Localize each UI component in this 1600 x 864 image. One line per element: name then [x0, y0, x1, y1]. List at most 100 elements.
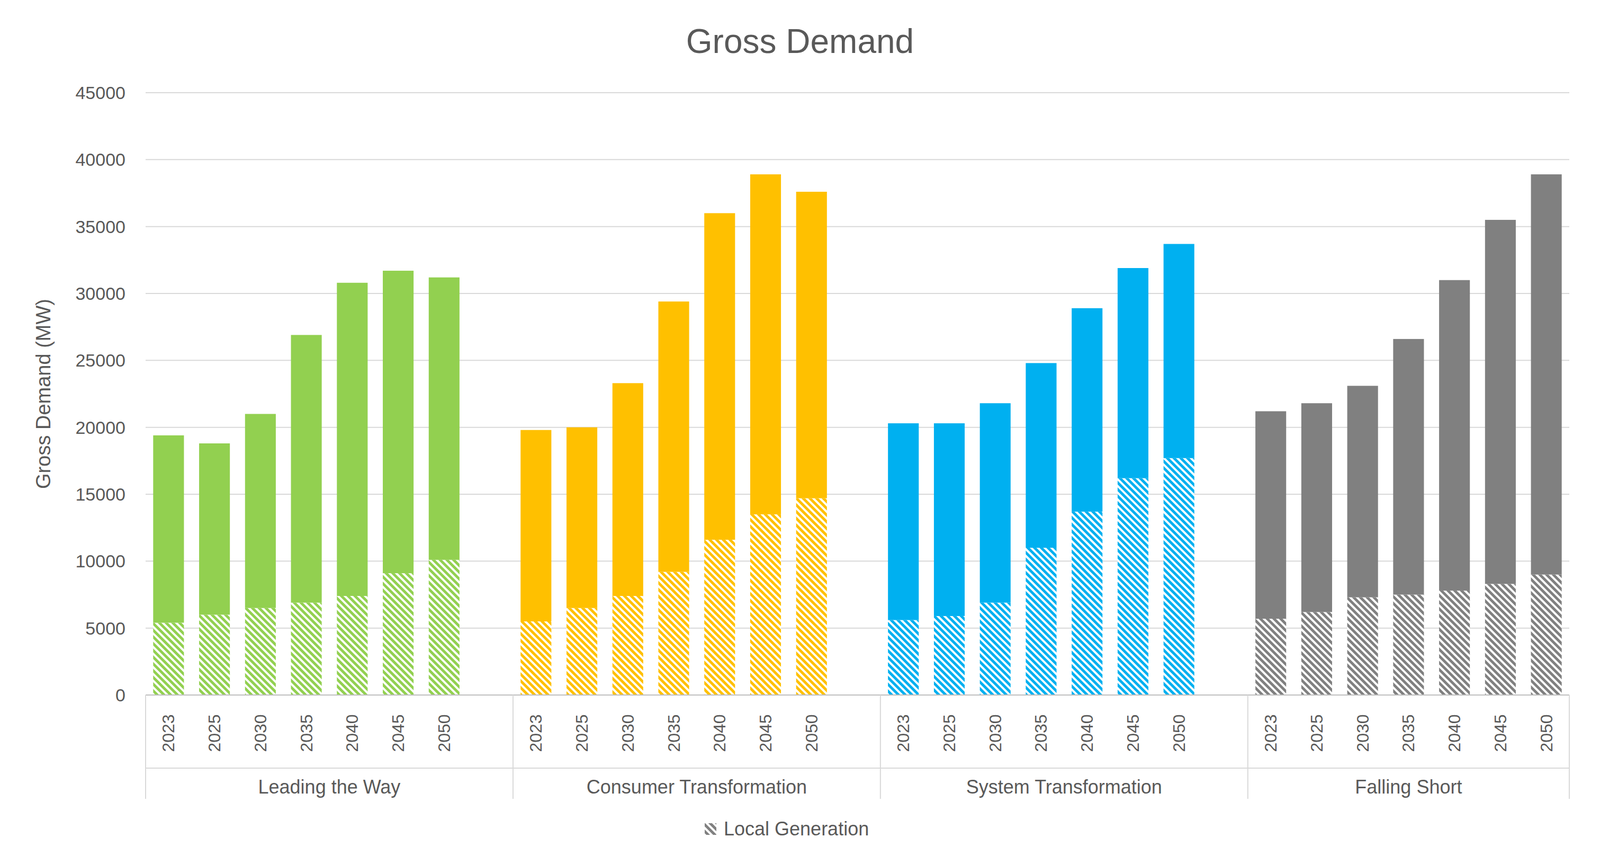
group-label: Leading the Way — [258, 775, 401, 798]
bars — [153, 174, 1562, 695]
group-divider — [145, 694, 147, 799]
group-divider — [879, 694, 882, 799]
x-tick-label: 2050 — [1169, 713, 1189, 752]
grid-line — [145, 226, 1570, 228]
bar — [1071, 308, 1103, 512]
y-tick-label: 30000 — [75, 283, 126, 304]
y-tick-label: 40000 — [75, 149, 126, 170]
y-axis-label: Gross Demand (MW) — [32, 298, 55, 489]
y-tick-label: 5000 — [85, 617, 126, 638]
grid-line — [145, 158, 1570, 160]
bar — [1163, 457, 1195, 695]
group-divider — [512, 694, 514, 799]
group-divider — [1568, 694, 1570, 799]
bar — [520, 429, 552, 622]
x-axis-line — [145, 694, 1570, 696]
x-tick-label: 2035 — [297, 713, 317, 752]
bar — [199, 614, 230, 695]
bar — [612, 382, 644, 596]
bar — [1301, 611, 1333, 695]
title: Gross Demand — [686, 22, 914, 61]
bar — [796, 498, 828, 695]
chart: Gross Demand0500010000150002000025000300… — [0, 0, 1600, 864]
y-tick-label: 45000 — [75, 82, 126, 103]
legend-label: Local Generation — [723, 817, 869, 840]
bar — [1531, 174, 1562, 574]
x-tick-label: 2023 — [893, 713, 913, 752]
bar — [245, 607, 276, 695]
x-tick-label: 2045 — [388, 713, 408, 752]
bar — [980, 602, 1011, 695]
bar — [658, 571, 689, 695]
x-tick-label: 2040 — [709, 713, 730, 752]
bar — [612, 595, 644, 695]
bar — [1163, 244, 1195, 458]
bar — [1439, 280, 1470, 591]
legend-swatch — [704, 822, 717, 835]
x-tick-label: 2030 — [618, 713, 638, 752]
bar — [658, 301, 689, 572]
x-tick-label: 2040 — [1444, 713, 1464, 752]
bar — [933, 423, 965, 616]
bar — [1347, 597, 1379, 695]
bar — [1117, 267, 1149, 479]
x-tick-label: 2050 — [1536, 713, 1557, 752]
bar — [1301, 402, 1333, 612]
x-tick-label: 2045 — [1123, 713, 1143, 752]
x-tick-label: 2030 — [1353, 713, 1373, 752]
bar — [566, 427, 598, 608]
y-tick-label: 10000 — [75, 550, 126, 571]
bar — [704, 212, 735, 540]
x-tick-label: 2045 — [756, 713, 776, 752]
bar — [428, 277, 460, 560]
bar — [153, 622, 184, 695]
bar — [1531, 574, 1562, 695]
bar — [153, 435, 184, 623]
bar — [336, 282, 368, 596]
x-tick-label: 2050 — [434, 713, 454, 752]
group-divider — [1247, 694, 1249, 799]
x-tick-label: 2035 — [664, 713, 684, 752]
bar — [1071, 511, 1103, 695]
x-tick-label: 2035 — [1398, 713, 1418, 752]
bar — [1025, 547, 1057, 695]
axis-separator — [145, 767, 1570, 769]
bar — [796, 191, 828, 499]
x-tick-label: 2040 — [342, 713, 362, 752]
x-tick-label: 2030 — [250, 713, 271, 752]
x-tick-label: 2040 — [1077, 713, 1097, 752]
bar — [382, 572, 414, 695]
bar — [750, 174, 781, 515]
y-tick-label: 0 — [115, 684, 126, 705]
bar — [1392, 594, 1424, 696]
bar — [291, 334, 322, 602]
x-tick-label: 2045 — [1490, 713, 1510, 752]
bar — [1117, 478, 1149, 695]
x-tick-label: 2035 — [1031, 713, 1051, 752]
bar — [1255, 410, 1287, 619]
grid-line — [145, 694, 1570, 696]
bar — [1439, 590, 1470, 695]
bar — [1025, 362, 1057, 548]
y-tick-label: 35000 — [75, 216, 126, 237]
x-tick-label: 2023 — [526, 713, 546, 752]
x-tick-label: 2025 — [204, 713, 224, 752]
bar — [566, 607, 598, 695]
y-tick-label: 15000 — [75, 483, 126, 505]
bar — [1485, 219, 1516, 584]
bar — [980, 402, 1011, 602]
x-tick-label: 2050 — [802, 713, 822, 752]
bar — [1255, 618, 1287, 695]
x-tick-label: 2023 — [158, 713, 178, 752]
bar — [291, 602, 322, 695]
bar — [1485, 583, 1516, 695]
group-label: Falling Short — [1354, 775, 1462, 798]
y-tick-label: 20000 — [75, 417, 126, 438]
bar — [382, 270, 414, 573]
x-tick-label: 2025 — [572, 713, 592, 752]
grid-line — [145, 92, 1570, 94]
x-tick-label: 2030 — [985, 713, 1005, 752]
bar — [245, 413, 276, 608]
x-tick-label: 2025 — [1307, 713, 1327, 752]
group-label: System Transformation — [966, 775, 1163, 798]
